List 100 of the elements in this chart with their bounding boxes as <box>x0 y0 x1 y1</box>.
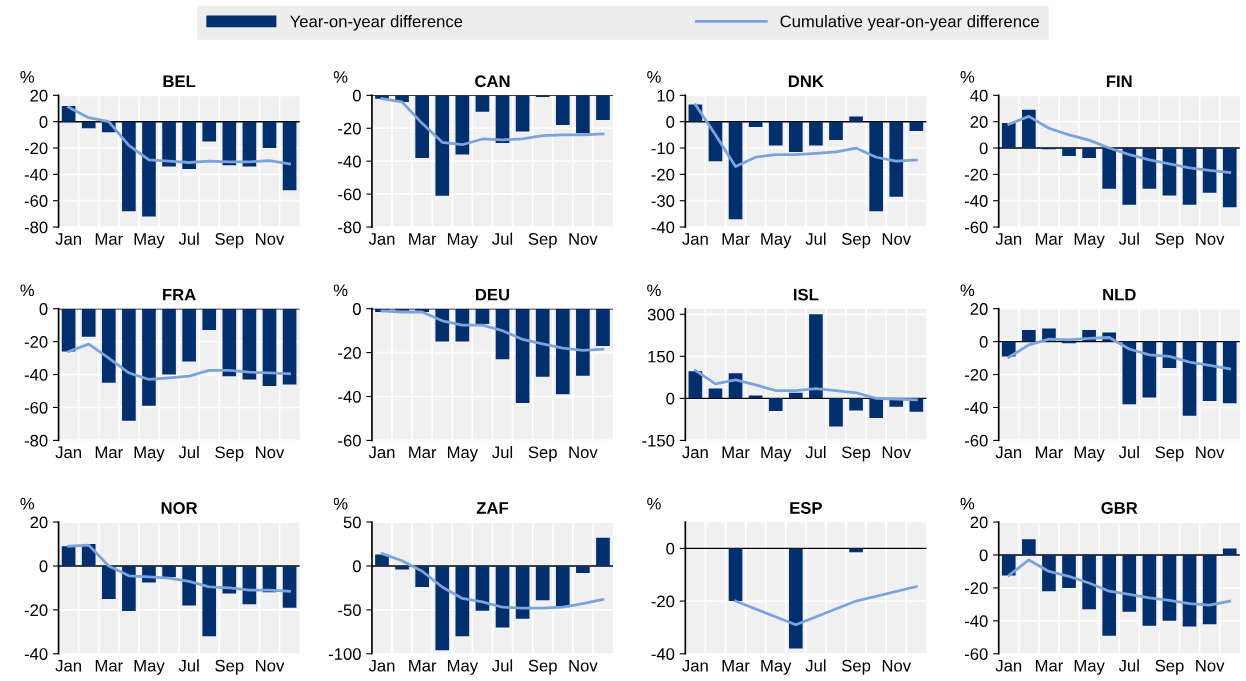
bar <box>1122 341 1137 405</box>
x-tick-label: Jul <box>1118 659 1139 672</box>
x-tick-label: Nov <box>882 446 912 459</box>
x-tick-label: Jul <box>492 232 513 245</box>
y-axis-title: % <box>333 497 348 510</box>
bar <box>889 121 904 197</box>
bar <box>1062 554 1076 588</box>
x-tick-label: May <box>1074 233 1105 249</box>
bar <box>1182 148 1197 205</box>
bar <box>829 398 843 427</box>
bar <box>61 546 76 566</box>
x-tick-label: Jan <box>55 233 81 245</box>
y-tick-label: -50 <box>338 604 361 617</box>
x-tick-label: Jul <box>1118 445 1139 459</box>
line-series <box>1007 115 1232 174</box>
x-tick-label: Sep <box>215 233 244 249</box>
x-tick-label: Sep <box>215 446 244 462</box>
y-axis-title: % <box>960 497 975 510</box>
y-tick-label: -40 <box>338 390 361 403</box>
y-tick-label: -40 <box>24 648 48 660</box>
y-tick-label: 0 <box>39 560 48 573</box>
y-tick-label: 40 <box>970 89 988 102</box>
y-axis-title: % <box>960 71 975 83</box>
bar <box>869 398 883 418</box>
y-tick-label: -60 <box>964 434 988 447</box>
x-tick-label: Nov <box>256 446 285 459</box>
x-tick-label: May <box>1074 446 1105 462</box>
y-tick-label: -40 <box>964 195 988 207</box>
x-tick-label: May <box>761 659 792 675</box>
x-tick-label: Jul <box>178 232 199 245</box>
x-tick-label: Nov <box>1196 446 1225 459</box>
y-tick-label: 0 <box>666 392 675 405</box>
bar <box>122 565 136 611</box>
bar <box>849 116 863 122</box>
line-series <box>67 543 291 593</box>
x-tick-label: Mar <box>409 659 437 672</box>
y-tick-label: 0 <box>666 116 675 128</box>
bar <box>909 121 924 131</box>
x-tick-label: Mar <box>95 659 123 672</box>
x-tick-label: Jan <box>368 659 395 672</box>
bar <box>869 121 883 212</box>
x-tick-label: Mar <box>409 446 437 459</box>
y-axis-title: % <box>333 71 348 83</box>
bar <box>1102 148 1117 189</box>
x-tick-label: Mar <box>1035 659 1063 672</box>
bar <box>162 565 176 577</box>
bar <box>688 371 703 399</box>
y-tick-label: 0 <box>666 542 675 555</box>
y-tick-label: -20 <box>651 595 675 608</box>
y-tick-label: -20 <box>964 368 988 381</box>
y-tick-label: -20 <box>24 604 48 617</box>
x-tick-label: Mar <box>722 446 750 459</box>
legend-label: Year-on-year difference <box>290 15 463 31</box>
y-tick-label: 20 <box>970 303 988 315</box>
y-tick-label: -60 <box>338 188 361 201</box>
x-tick-label: Jan <box>682 446 708 459</box>
bar <box>1082 148 1096 158</box>
bar <box>1082 554 1096 610</box>
x-tick-label: Nov <box>256 659 285 672</box>
y-tick-label: -40 <box>964 401 988 414</box>
y-tick-label: -20 <box>338 347 361 359</box>
bar <box>1202 554 1217 625</box>
chart-title: ISL <box>794 288 819 301</box>
y-tick-label: -20 <box>964 168 988 181</box>
x-tick-label: Sep <box>842 233 871 249</box>
bar <box>1142 554 1157 626</box>
x-tick-label: May <box>447 233 479 249</box>
y-tick-label: 20 <box>970 516 988 529</box>
x-tick-label: Jan <box>368 446 395 459</box>
y-tick-label: -40 <box>651 221 675 234</box>
y-axis-title: % <box>20 497 35 510</box>
x-tick-label: Mar <box>1035 233 1063 245</box>
line-series <box>67 342 291 381</box>
x-tick-label: Jul <box>178 659 199 672</box>
bar <box>788 392 803 399</box>
line-series <box>380 309 605 352</box>
x-tick-label: Nov <box>1196 233 1225 245</box>
x-tick-label: Jan <box>682 659 708 672</box>
bar <box>748 121 763 127</box>
x-tick-label: Jul <box>1118 232 1139 245</box>
bar <box>829 121 843 141</box>
y-tick-label: -40 <box>24 368 48 381</box>
x-tick-label: Mar <box>722 659 750 672</box>
x-tick-label: Jul <box>805 659 826 672</box>
y-axis-title: % <box>20 71 35 83</box>
x-tick-label: Nov <box>569 446 598 459</box>
x-tick-label: May <box>134 233 165 249</box>
chart-title: GBR <box>1101 502 1138 514</box>
bar <box>1001 123 1016 149</box>
chart-title: DNK <box>788 75 824 88</box>
x-tick-label: May <box>447 446 479 462</box>
bar <box>202 565 217 637</box>
x-tick-label: Sep <box>528 233 557 249</box>
bar <box>1182 341 1197 416</box>
y-tick-label: -80 <box>24 434 48 447</box>
y-tick-label: -80 <box>24 221 48 234</box>
line-series <box>67 105 291 166</box>
y-tick-label: -20 <box>338 122 361 135</box>
y-axis-title: % <box>20 284 35 297</box>
y-tick-label: 20 <box>970 116 988 128</box>
